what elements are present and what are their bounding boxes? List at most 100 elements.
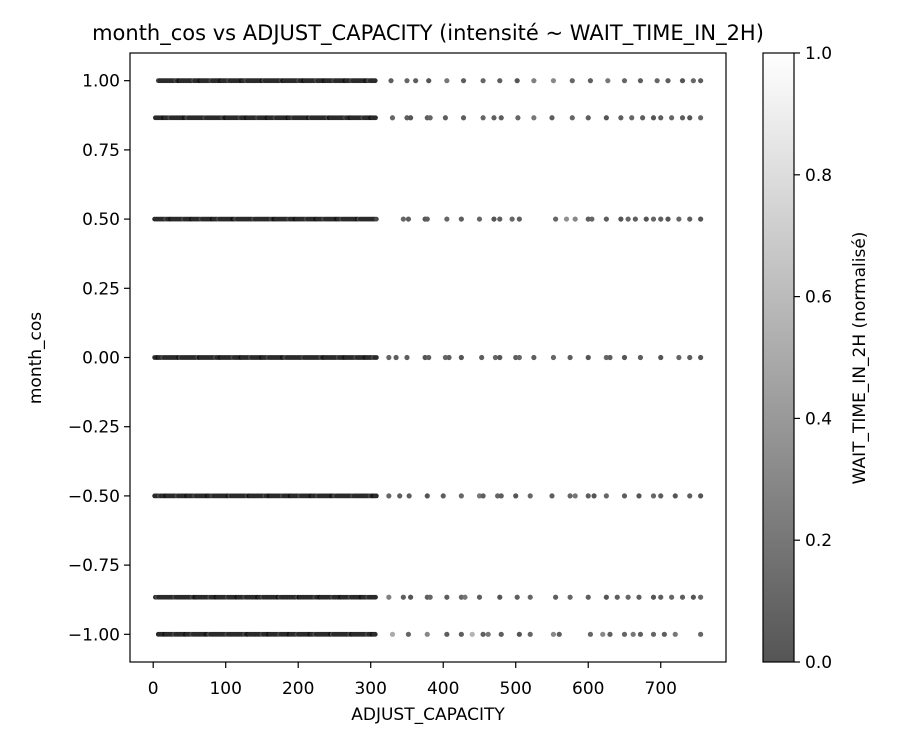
- data-point: [495, 493, 501, 499]
- data-point: [516, 631, 522, 637]
- data-point: [527, 594, 533, 600]
- data-point: [553, 594, 559, 600]
- data-point: [621, 493, 628, 499]
- data-point: [388, 78, 394, 84]
- data-point: [516, 354, 522, 361]
- data-point: [603, 493, 609, 499]
- data-point: [618, 216, 624, 222]
- data-point: [469, 631, 475, 637]
- data-point: [687, 354, 693, 361]
- data-point: [549, 115, 555, 121]
- data-point: [665, 78, 671, 84]
- x-tick-label: 0: [148, 679, 159, 699]
- data-point: [424, 631, 430, 637]
- data-point: [650, 216, 657, 222]
- data-point: [637, 631, 644, 637]
- data-point: [572, 216, 578, 222]
- data-point: [625, 216, 631, 222]
- data-point: [373, 493, 379, 499]
- x-tick-label: 600: [572, 679, 604, 699]
- data-point: [497, 594, 503, 600]
- data-point: [550, 78, 557, 84]
- data-point: [413, 78, 419, 84]
- data-point: [687, 493, 693, 499]
- data-point: [514, 594, 520, 600]
- colorbar-tick-label: 0.4: [805, 409, 832, 429]
- data-point: [480, 631, 486, 637]
- data-point: [400, 594, 406, 600]
- y-tick-label: −0.50: [68, 487, 120, 507]
- colorbar-tick-label: 0.8: [805, 166, 832, 186]
- data-point: [665, 216, 671, 222]
- data-point: [404, 115, 410, 121]
- data-point: [650, 631, 657, 637]
- data-point: [637, 354, 644, 361]
- data-point: [587, 78, 594, 84]
- data-point: [600, 631, 606, 637]
- colorbar-tick-label: 1.0: [805, 44, 832, 64]
- y-tick-label: −0.25: [68, 418, 120, 438]
- data-point: [658, 594, 664, 600]
- data-point: [587, 631, 594, 637]
- data-point: [591, 493, 597, 499]
- data-point: [485, 631, 491, 637]
- data-point: [408, 594, 414, 600]
- data-point: [607, 631, 613, 637]
- data-point: [603, 594, 609, 600]
- data-point: [572, 493, 578, 499]
- data-point: [567, 354, 573, 361]
- data-point: [632, 216, 638, 222]
- data-point: [614, 594, 620, 600]
- data-point: [480, 78, 486, 84]
- data-point: [585, 354, 591, 361]
- colorbar-tick-label: 0.2: [805, 531, 832, 551]
- data-point: [669, 594, 675, 600]
- data-point: [687, 115, 693, 121]
- data-point: [563, 216, 570, 222]
- data-point: [497, 78, 503, 84]
- y-axis-ticks: 1.00 0.75 0.50 0.25 0.00 −0.25 −0.50 −0.75 −1.00: [68, 72, 130, 645]
- data-point: [442, 115, 448, 121]
- data-point: [698, 216, 704, 222]
- data-point: [672, 631, 678, 637]
- data-point: [422, 354, 428, 361]
- data-point: [492, 354, 499, 361]
- colorbar-label: WAIT_TIME_IN_2H (normalisé): [850, 232, 870, 485]
- data-point: [621, 354, 628, 361]
- data-point: [607, 354, 613, 361]
- x-tick-label: 200: [282, 679, 314, 699]
- data-point: [458, 354, 464, 361]
- data-point: [658, 115, 664, 121]
- data-point: [498, 115, 504, 121]
- data-point: [444, 594, 450, 600]
- x-axis-ticks: 0 100 200 300 400 500 600 700: [148, 662, 677, 699]
- data-point: [406, 493, 412, 499]
- data-point: [442, 354, 448, 361]
- data-point: [509, 216, 515, 222]
- data-point: [491, 216, 497, 222]
- data-point: [404, 78, 410, 84]
- data-point: [516, 216, 522, 222]
- data-point: [698, 631, 704, 637]
- data-point: [424, 216, 430, 222]
- x-tick-label: 700: [645, 679, 677, 699]
- points-layer: [152, 78, 704, 637]
- data-point: [625, 594, 631, 600]
- data-point: [589, 216, 595, 222]
- data-point: [636, 594, 642, 600]
- data-point: [458, 631, 464, 637]
- data-point: [661, 631, 667, 637]
- data-point: [531, 354, 537, 361]
- data-point: [497, 216, 503, 222]
- data-point: [650, 594, 657, 600]
- data-point: [637, 78, 644, 84]
- data-point: [372, 631, 378, 637]
- data-point: [585, 216, 591, 222]
- data-point: [658, 354, 664, 361]
- data-point: [550, 354, 557, 361]
- data-point: [585, 594, 591, 600]
- data-point: [386, 594, 392, 600]
- data-point: [426, 354, 432, 361]
- data-point: [372, 78, 378, 84]
- data-point: [460, 115, 467, 121]
